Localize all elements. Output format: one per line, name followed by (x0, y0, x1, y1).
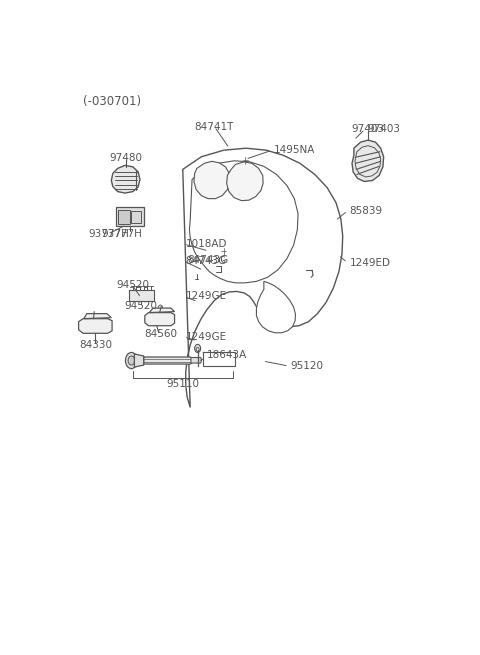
Polygon shape (191, 358, 202, 363)
Text: 1249GE: 1249GE (186, 332, 227, 342)
Text: 95110: 95110 (166, 379, 199, 389)
Circle shape (261, 314, 264, 318)
Text: 94520: 94520 (125, 301, 157, 310)
Polygon shape (134, 354, 144, 367)
Text: 1249GE: 1249GE (186, 291, 227, 301)
Polygon shape (111, 165, 140, 193)
Circle shape (196, 233, 200, 238)
Text: 94520: 94520 (116, 280, 149, 290)
Circle shape (275, 322, 281, 329)
Circle shape (195, 345, 201, 352)
Bar (129, 290, 154, 301)
Text: 1495NA: 1495NA (274, 145, 315, 155)
Polygon shape (194, 161, 229, 198)
Text: (-030701): (-030701) (83, 95, 141, 107)
Polygon shape (145, 312, 175, 326)
Polygon shape (149, 308, 175, 312)
Circle shape (261, 309, 264, 312)
Polygon shape (256, 282, 296, 333)
Text: 93777H: 93777H (88, 229, 129, 239)
Text: 84743G: 84743G (186, 256, 227, 266)
Circle shape (225, 264, 228, 269)
Text: 85839: 85839 (349, 206, 383, 215)
Text: 18643A: 18643A (207, 350, 247, 360)
Circle shape (203, 244, 207, 248)
Circle shape (125, 352, 137, 369)
Bar (203, 352, 235, 366)
Bar (118, 210, 130, 224)
Polygon shape (183, 148, 343, 407)
Polygon shape (190, 161, 298, 283)
Circle shape (307, 271, 311, 276)
Text: 1018AD: 1018AD (186, 239, 227, 249)
Circle shape (243, 157, 248, 164)
Text: 97403: 97403 (351, 124, 384, 134)
Text: 84560: 84560 (144, 329, 177, 339)
Circle shape (280, 322, 286, 329)
Circle shape (221, 248, 226, 255)
Polygon shape (84, 314, 111, 319)
Text: 95120: 95120 (290, 361, 324, 371)
Bar (132, 211, 141, 223)
Text: 97480: 97480 (110, 153, 143, 163)
Bar (190, 263, 216, 274)
Bar (116, 207, 144, 226)
Text: 84741T: 84741T (195, 122, 234, 132)
Polygon shape (227, 162, 263, 200)
Circle shape (128, 356, 135, 365)
Polygon shape (355, 145, 381, 177)
Bar (267, 305, 289, 320)
Circle shape (269, 322, 276, 329)
Circle shape (261, 303, 264, 308)
Circle shape (222, 257, 226, 263)
Text: 1249ED: 1249ED (349, 257, 390, 268)
Text: 84743G: 84743G (187, 255, 228, 265)
Polygon shape (144, 357, 193, 364)
Text: 93777H: 93777H (101, 229, 142, 239)
Polygon shape (352, 140, 384, 181)
Polygon shape (79, 319, 112, 333)
Text: 97403: 97403 (367, 124, 400, 134)
Circle shape (124, 166, 128, 171)
Circle shape (158, 305, 163, 311)
Text: 84330: 84330 (79, 341, 112, 350)
